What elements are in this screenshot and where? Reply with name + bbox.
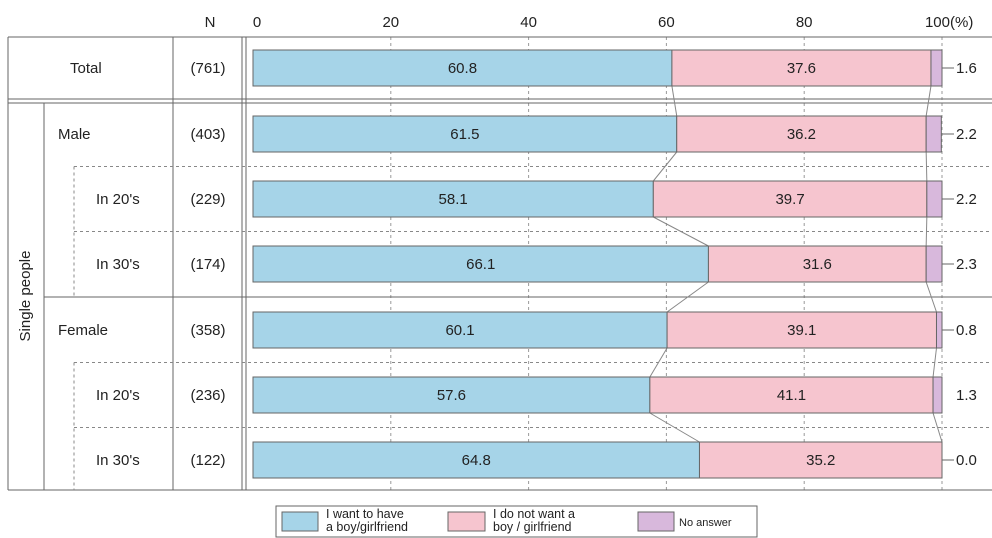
- data-label: 39.1: [787, 322, 816, 339]
- x-tick-label: 60: [658, 14, 675, 31]
- connector-line: [925, 85, 932, 117]
- connector-line: [649, 412, 700, 443]
- n-value-label: (236): [190, 387, 225, 404]
- connector-line: [925, 216, 928, 247]
- category-label: In 20's: [96, 387, 140, 404]
- bar-no-answer: [935, 311, 943, 349]
- data-label: 2.2: [956, 126, 977, 143]
- data-label: 31.6: [803, 256, 832, 273]
- n-column-header: N: [205, 14, 216, 31]
- connector-line: [652, 151, 678, 182]
- group-label-single-people: Single people: [17, 251, 34, 342]
- bar-not-want: [707, 245, 927, 283]
- n-value-label: (761): [190, 60, 225, 77]
- legend-label: No answer: [679, 517, 732, 529]
- bars: 60.8 37.6 1.6 61.5 36.2 2.2 58.1 39.7 2.2 66.1 31.…: [252, 49, 977, 479]
- legend-label: I want to have: [326, 507, 404, 521]
- legend-box: [275, 505, 758, 538]
- legend-swatch: [281, 511, 319, 532]
- data-label: 0.0: [956, 452, 977, 469]
- n-value-label: (358): [190, 322, 225, 339]
- bar-want: [252, 180, 654, 218]
- data-label: 1.3: [956, 387, 977, 404]
- data-label: 60.8: [448, 60, 477, 77]
- legend-label: a boy/girlfriend: [326, 520, 408, 534]
- legend-label: I do not want a: [493, 507, 575, 521]
- data-label: 0.8: [956, 322, 977, 339]
- x-tick-label: 100: [925, 14, 950, 31]
- connector-line: [649, 347, 668, 378]
- bar-not-want: [671, 49, 932, 87]
- x-axis-ticks: 0 20 40 60 80 100: [253, 14, 950, 31]
- legend-swatch: [447, 511, 486, 532]
- data-label: 2.3: [956, 256, 977, 273]
- data-label: 41.1: [777, 387, 806, 404]
- category-label: Male: [58, 126, 91, 143]
- n-value-label: (229): [190, 191, 225, 208]
- segment-connectors: [649, 85, 943, 443]
- bar-no-answer: [925, 115, 942, 153]
- category-label: Total: [70, 60, 102, 77]
- bar-want: [252, 311, 668, 349]
- data-label: 1.6: [956, 60, 977, 77]
- connector-line: [925, 281, 937, 313]
- bar-want: [252, 115, 678, 153]
- bar-no-answer: [925, 245, 943, 283]
- data-label: 35.2: [806, 452, 835, 469]
- category-label: In 30's: [96, 256, 140, 273]
- connector-line: [653, 216, 709, 247]
- data-label: 36.2: [787, 126, 816, 143]
- n-value-label: (122): [190, 452, 225, 469]
- x-tick-label: 20: [382, 14, 399, 31]
- connector-line: [932, 412, 943, 443]
- bar-want: [252, 245, 709, 283]
- category-label: In 20's: [96, 191, 140, 208]
- axis-unit-label: (%): [950, 14, 973, 31]
- connector-line: [925, 151, 928, 182]
- bar-not-want: [652, 180, 928, 218]
- data-label: 64.8: [462, 452, 491, 469]
- data-label: 66.1: [466, 256, 495, 273]
- x-tick-label: 40: [520, 14, 537, 31]
- bar-no-answer: [930, 49, 943, 87]
- table-frame: [7, 36, 992, 491]
- connector-line: [932, 347, 937, 378]
- category-label: In 30's: [96, 452, 140, 469]
- bar-want: [252, 376, 651, 414]
- bar-no-answer: [932, 376, 943, 414]
- legend-label: boy / girlfriend: [493, 520, 572, 534]
- data-label: 61.5: [450, 126, 479, 143]
- data-label: 57.6: [437, 387, 466, 404]
- category-label: Female: [58, 322, 108, 339]
- bar-not-want: [698, 441, 943, 479]
- connector-line: [671, 85, 678, 117]
- connector-line: [666, 281, 709, 313]
- data-label: 37.6: [787, 60, 816, 77]
- bar-not-want: [666, 311, 937, 349]
- data-label: 58.1: [439, 191, 468, 208]
- data-label: 60.1: [445, 322, 474, 339]
- row-labels: Total (761) Male (403) In 20's (229) In 30's (1…: [58, 60, 226, 469]
- x-tick-label: 80: [796, 14, 813, 31]
- bar-no-answer: [926, 180, 943, 218]
- data-label: 2.2: [956, 191, 977, 208]
- n-value-label: (403): [190, 126, 225, 143]
- data-label: 39.7: [775, 191, 804, 208]
- bar-want: [252, 49, 673, 87]
- bar-want: [252, 441, 700, 479]
- bar-not-want: [649, 376, 934, 414]
- legend-swatch: [637, 511, 675, 532]
- bar-not-want: [676, 115, 927, 153]
- n-value-label: (174): [190, 256, 225, 273]
- x-tick-label: 0: [253, 14, 261, 31]
